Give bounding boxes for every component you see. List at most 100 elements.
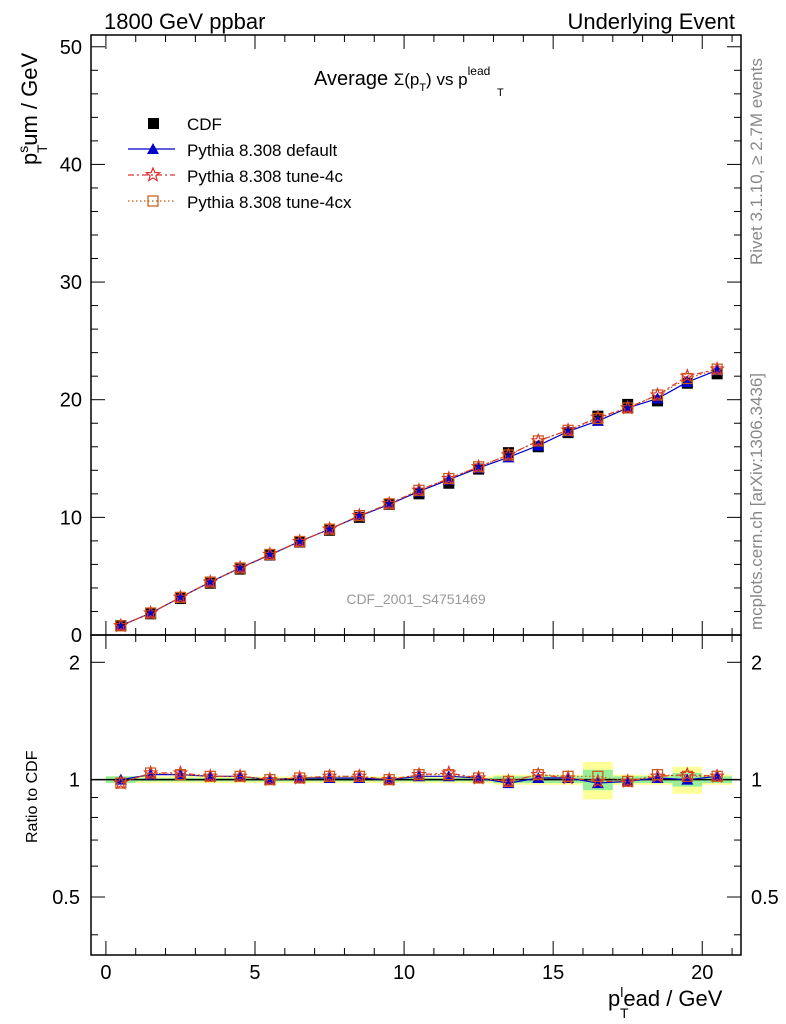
tune4cx-point — [651, 389, 664, 401]
tune4cx-point — [592, 770, 604, 782]
tune4cx-point — [234, 562, 246, 574]
y-tick-label: 0 — [71, 625, 82, 647]
ratio-y-tick-label: 0.5 — [52, 887, 80, 909]
plot-title: Average Σ(pT) vs plead — [314, 64, 490, 94]
x-tick-label: 15 — [542, 962, 564, 984]
ratio-y-tick-label-right: 1 — [751, 770, 762, 792]
ylabel-sub: T — [34, 144, 50, 153]
axes-group: 0 5 10 15 20 0 10 20 30 40 50 0.5 0.5 1 1 2 2 — [52, 35, 779, 984]
y-tick-label: 50 — [60, 37, 82, 59]
title-close: ) — [426, 70, 432, 89]
tune4cx-point — [413, 769, 425, 781]
tune4cx-point — [532, 435, 544, 447]
title-vs: vs p — [432, 70, 468, 89]
tune4cx-point — [323, 770, 336, 782]
tune4cx-point — [234, 770, 246, 782]
svg-text:plead / GeV: plead / GeV — [608, 984, 723, 1011]
process-label: Underlying Event — [567, 9, 735, 34]
legend-label-tune4c: Pythia 8.308 tune-4c — [187, 167, 343, 186]
tune4cx-point — [711, 363, 723, 375]
tune4cx-point — [204, 576, 216, 588]
tune4cx-point — [174, 591, 187, 603]
default-point — [681, 773, 694, 785]
x-tick-label: 5 — [249, 962, 260, 984]
tune4cx-point — [473, 772, 485, 784]
x-tick-label: 10 — [393, 962, 415, 984]
tune4cx-point — [264, 548, 276, 561]
tune4cx-point — [264, 774, 276, 786]
rivet-label: Rivet 3.1.10, ≥ 2.7M events — [747, 58, 766, 265]
svg-text:psum / GeV: psum / GeV — [15, 53, 42, 165]
tune4cx-point — [294, 535, 306, 548]
default-point — [532, 439, 545, 451]
ylabel-sup: s — [15, 146, 31, 153]
tune4cx-point — [145, 767, 157, 779]
xlabel: plead / GeV T — [608, 984, 723, 1021]
legend-marker-tune4cx — [147, 195, 159, 207]
tune4cx-point — [294, 772, 306, 784]
tune4cx-point — [681, 770, 693, 782]
x-tick-label: 0 — [100, 962, 111, 984]
energy-label: 1800 GeV ppbar — [104, 9, 265, 34]
ratio-series-line — [120, 772, 718, 784]
y-tick-label: 30 — [60, 272, 82, 294]
y-tick-label: 20 — [60, 390, 82, 412]
tune4cx-point — [651, 769, 664, 781]
tune4cx-point — [353, 770, 365, 782]
tune4cx-point — [622, 775, 634, 787]
ylabel-p: p — [17, 153, 42, 165]
main-series-group — [112, 360, 725, 633]
legend: CDF Pythia 8.308 default Pythia 8.308 tu… — [128, 115, 352, 212]
tune4cx-point — [204, 770, 216, 782]
legend-marker-tune4c — [144, 166, 162, 182]
tune4cx-point — [502, 775, 515, 787]
tune4cx-point — [562, 424, 574, 436]
mcplots-label: mcplots.cern.ch [arXiv:1306.3436] — [747, 373, 766, 630]
xlabel-rest: ead / GeV — [623, 986, 722, 1011]
legend-marker-default — [147, 143, 159, 154]
tune4cx-point — [502, 449, 515, 461]
xlabel-p: p — [608, 986, 620, 1011]
tune4cx-point — [443, 769, 455, 781]
tune4cx-point — [174, 769, 187, 781]
tune4cx-point — [532, 769, 544, 781]
default-point — [681, 376, 694, 388]
y-tick-label: 40 — [60, 154, 82, 176]
tune4cx-point — [115, 620, 127, 632]
ratio-series-group — [112, 764, 725, 790]
y-tick-label: 10 — [60, 507, 82, 529]
ratio-y-tick-label-right: 2 — [751, 652, 762, 674]
tune4cx-point — [622, 402, 634, 414]
tune4cx-point — [711, 770, 723, 782]
legend-label-cdf: CDF — [187, 115, 222, 134]
title-sup-lead: lead — [468, 64, 491, 78]
tune4cx-point — [115, 777, 127, 789]
legend-marker-cdf — [148, 118, 159, 129]
tune4cx-point — [592, 412, 604, 425]
tune4cx-point — [681, 372, 693, 385]
title-prefix: Average — [314, 68, 394, 90]
legend-label-default: Pythia 8.308 default — [187, 141, 338, 160]
title-sub-t2: T — [497, 87, 504, 99]
xlabel-sub: T — [620, 1005, 629, 1021]
tune4cx-point — [443, 472, 455, 485]
tune4cx-point — [323, 523, 336, 535]
title-sigma: Σ(p — [394, 70, 420, 89]
xlabel-sup: l — [620, 984, 623, 1000]
ratio-y-tick-label-right: 0.5 — [751, 887, 779, 909]
main-ylabel: psum / GeV T — [15, 53, 50, 165]
tune4cx-point — [145, 607, 157, 619]
legend-label-tune4cx: Pythia 8.308 tune-4cx — [187, 193, 352, 212]
ylabel-rest: um / GeV — [17, 53, 42, 146]
x-tick-label: 20 — [691, 962, 713, 984]
ratio-ylabel: Ratio to CDF — [24, 750, 41, 843]
tune4cx-point — [383, 774, 395, 786]
tune4cx-point — [562, 770, 574, 782]
ratio-y-tick-label: 2 — [69, 652, 80, 674]
tune4cx-point — [353, 509, 365, 522]
analysis-label: CDF_2001_S4751469 — [346, 591, 486, 607]
title-sub-t: T — [419, 82, 426, 94]
tune4cx-point — [413, 484, 425, 496]
ratio-y-tick-label: 1 — [69, 770, 80, 792]
